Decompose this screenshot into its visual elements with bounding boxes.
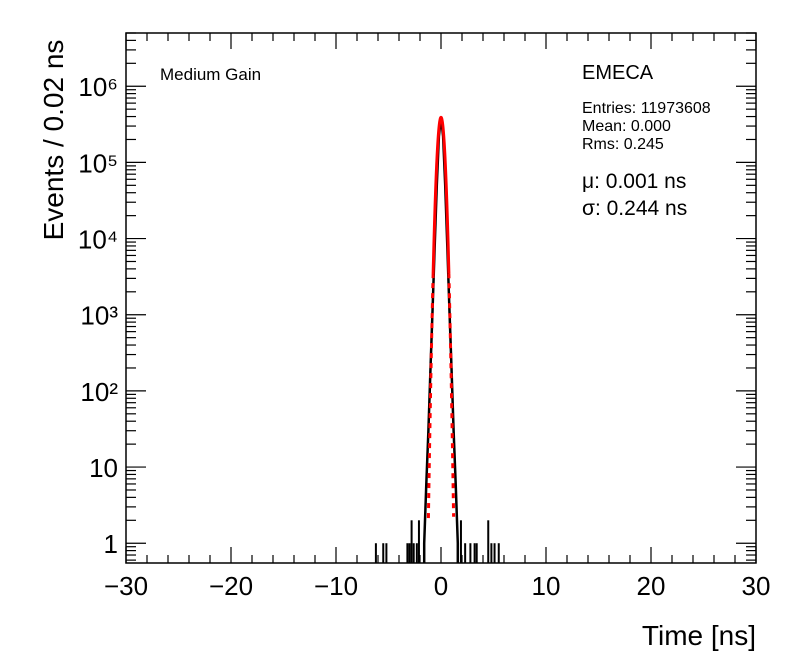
- x-tick-label: −30: [104, 571, 148, 601]
- x-tick-label: −10: [314, 571, 358, 601]
- x-tick-label: 30: [742, 571, 771, 601]
- x-tick-label: 0: [434, 571, 448, 601]
- y-axis-label: Events / 0.02 ns: [38, 39, 69, 241]
- y-tick-label: 10²: [80, 377, 118, 407]
- x-tick-label: −20: [209, 571, 253, 601]
- stats-entries: Entries: 11973608: [582, 100, 711, 117]
- fit-mu: μ: 0.001 ns: [582, 170, 687, 193]
- partition-annotation: EMECA: [582, 62, 654, 84]
- x-axis-label: Time [ns]: [641, 620, 756, 651]
- x-tick-label: 10: [532, 571, 561, 601]
- stats-mean: Mean: 0.000: [582, 118, 671, 135]
- y-tick-label: 10: [89, 453, 118, 483]
- gaussian-fit-curve: [431, 115, 451, 275]
- y-tick-label: 10³: [80, 301, 118, 331]
- y-tick-label: 1: [104, 529, 118, 559]
- y-tick-labels: 1 10 10² 10³ 10⁴ 10⁵ 10⁶: [78, 72, 118, 559]
- x-tick-label: 20: [637, 571, 666, 601]
- fit-sigma: σ: 0.244 ns: [582, 197, 688, 220]
- y-tick-label: 10⁴: [78, 225, 118, 255]
- axis-ticks: [125, 32, 757, 563]
- stats-box: Entries: 11973608 Mean: 0.000 Rms: 0.245: [582, 100, 711, 154]
- stats-rms: Rms: 0.245: [582, 136, 664, 153]
- gaussian-fit-extension-right: [447, 273, 456, 517]
- fit-results: μ: 0.001 ns σ: 0.244 ns: [582, 168, 687, 222]
- gaussian-fit-extension-left: [426, 274, 435, 519]
- x-tick-labels: −30 −20 −10 0 10 20 30: [104, 571, 771, 601]
- y-tick-label: 10⁵: [78, 148, 118, 178]
- y-tick-label: 10⁶: [78, 72, 118, 102]
- gain-annotation: Medium Gain: [160, 65, 262, 84]
